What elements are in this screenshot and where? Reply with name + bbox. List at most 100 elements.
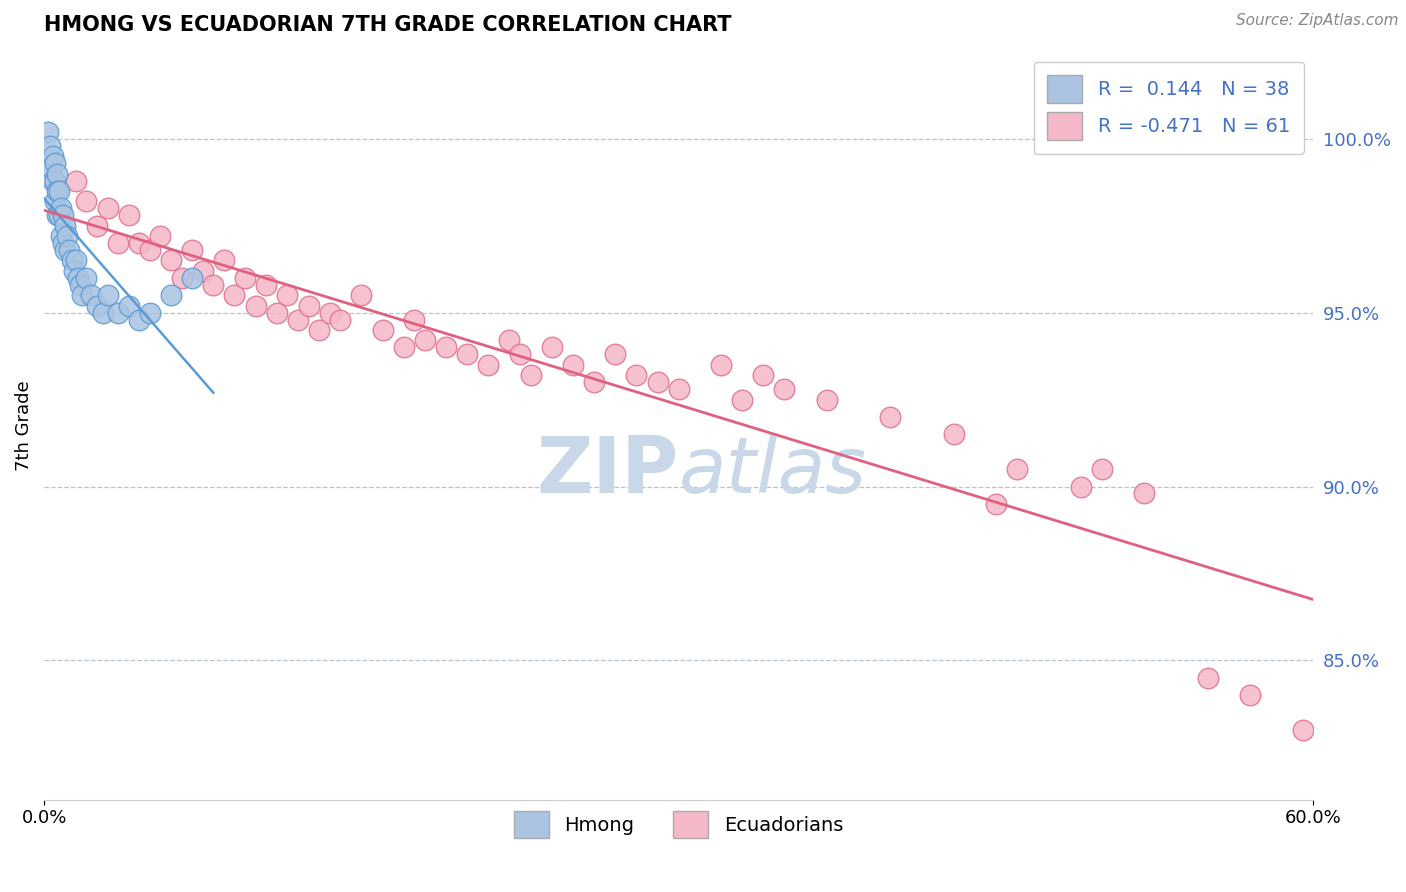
Point [266,306,288,320]
Point [1239,688,1261,702]
Text: Source: ZipAtlas.com: Source: ZipAtlas.com [1236,13,1399,29]
Point [39,160,62,174]
Point [52,208,75,222]
Point [41,149,63,163]
Point [1133,486,1156,500]
Point [404,312,426,326]
Point [39,138,62,153]
Point [540,341,562,355]
Point [942,427,965,442]
Point [752,368,775,383]
Point [626,368,648,383]
Point [509,347,531,361]
Point [107,306,129,320]
Point [605,347,627,361]
Point [350,288,373,302]
Point [1292,723,1315,737]
Point [1197,671,1219,685]
Point [52,236,75,251]
Point [583,375,606,389]
Point [44,194,66,209]
Point [79,288,101,302]
Point [245,299,267,313]
Point [128,236,150,251]
Point [318,306,340,320]
Point [66,271,89,285]
Point [308,323,330,337]
Text: atlas: atlas [679,433,866,508]
Point [297,299,319,313]
Point [329,312,352,326]
Point [984,497,1007,511]
Point [70,288,93,302]
Point [118,208,141,222]
Point [149,229,172,244]
Point [170,271,193,285]
Point [56,229,79,244]
Point [181,243,204,257]
Point [69,277,91,292]
Text: ZIP: ZIP [537,433,679,508]
Point [160,253,183,268]
Point [731,392,754,407]
Point [254,277,277,292]
Point [53,243,76,257]
Point [37,125,59,139]
Point [49,202,72,216]
Point [65,253,87,268]
Point [371,323,394,337]
Point [212,253,235,268]
Text: HMONG VS ECUADORIAN 7TH GRADE CORRELATION CHART: HMONG VS ECUADORIAN 7TH GRADE CORRELATIO… [44,15,731,35]
Point [118,299,141,313]
Point [1005,462,1028,476]
Point [392,341,415,355]
Point [97,202,120,216]
Point [49,229,72,244]
Point [41,173,63,187]
Point [44,156,66,170]
Point [773,382,796,396]
Point [815,392,838,407]
Point [48,208,70,222]
Legend: Hmong, Ecuadorians: Hmong, Ecuadorians [506,803,851,846]
Point [44,173,66,187]
Point [191,264,214,278]
Point [287,312,309,326]
Point [498,334,520,348]
Point [86,299,108,313]
Point [139,306,162,320]
Point [1091,462,1114,476]
Point [561,358,583,372]
Point [224,288,246,302]
Y-axis label: 7th Grade: 7th Grade [15,380,32,471]
Point [58,243,80,257]
Point [45,167,67,181]
Point [45,184,67,198]
Point [434,341,457,355]
Point [128,312,150,326]
Point [48,184,70,198]
Point [181,271,204,285]
Point [62,264,84,278]
Point [202,277,225,292]
Point [107,236,129,251]
Point [233,271,256,285]
Point [276,288,298,302]
Point [45,208,67,222]
Point [879,409,901,424]
Point [477,358,499,372]
Point [75,194,97,209]
Point [65,173,87,187]
Point [519,368,541,383]
Point [91,306,114,320]
Point [1070,479,1092,493]
Point [456,347,478,361]
Point [710,358,733,372]
Point [97,288,120,302]
Point [647,375,669,389]
Point [60,253,83,268]
Point [75,271,97,285]
Point [139,243,162,257]
Point [160,288,183,302]
Point [413,334,436,348]
